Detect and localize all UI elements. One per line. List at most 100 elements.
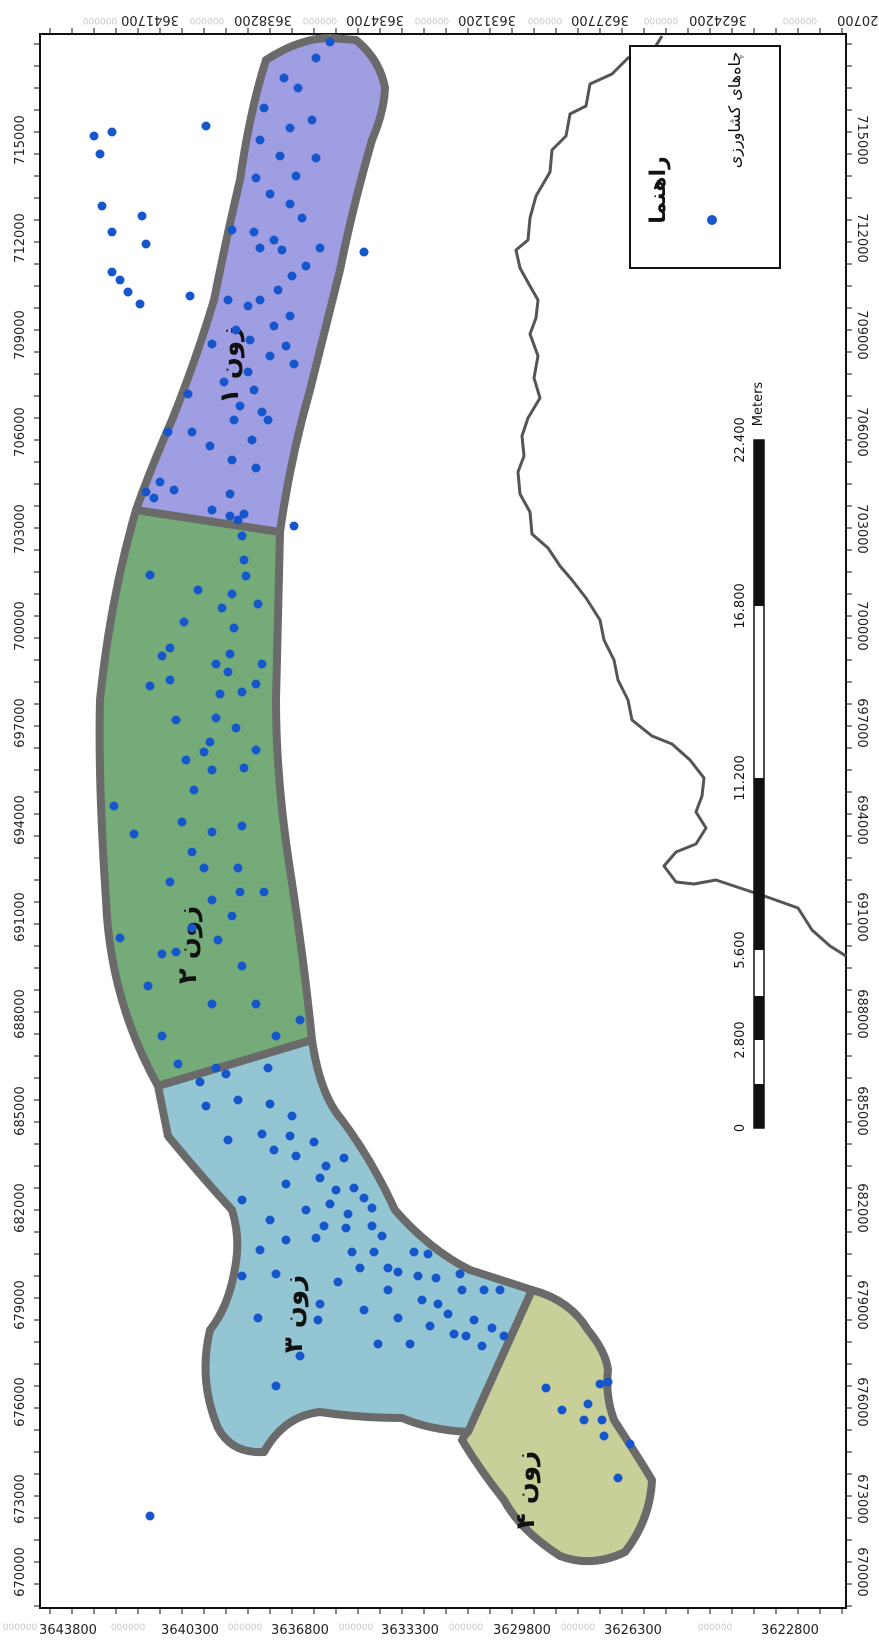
- ghost-tick-label: 000000: [698, 1623, 733, 1633]
- well-point: [223, 667, 233, 677]
- well-point: [215, 689, 225, 699]
- well-point: [259, 103, 269, 113]
- well-point: [235, 401, 245, 411]
- well-point: [359, 1193, 369, 1203]
- well-point: [289, 359, 299, 369]
- top-tick-label: 3620700: [837, 12, 879, 27]
- well-point: [241, 571, 251, 581]
- well-point: [129, 829, 139, 839]
- well-point: [135, 299, 145, 309]
- well-point: [187, 427, 197, 437]
- well-point: [331, 1185, 341, 1195]
- well-point: [227, 455, 237, 465]
- well-point: [169, 485, 179, 495]
- well-point: [311, 153, 321, 163]
- scale-bar-segment: [754, 1084, 764, 1128]
- well-point: [157, 651, 167, 661]
- well-point: [237, 687, 247, 697]
- well-point: [243, 301, 253, 311]
- scale-label: 11.200: [733, 755, 748, 801]
- well-point: [251, 999, 261, 1009]
- well-point: [423, 1249, 433, 1259]
- well-point: [237, 961, 247, 971]
- well-point: [199, 863, 209, 873]
- well-point: [173, 1059, 183, 1069]
- frame-ticks: [34, 28, 852, 1614]
- well-point: [359, 1305, 369, 1315]
- well-point: [343, 1209, 353, 1219]
- bottom-tick-label: 3636800: [271, 1623, 329, 1638]
- zone-4-polygon: [458, 1286, 656, 1566]
- well-point: [157, 949, 167, 959]
- legend-well-symbol: [707, 215, 717, 225]
- well-point: [251, 463, 261, 473]
- scale-label: 16.800: [733, 583, 748, 629]
- well-point: [207, 895, 217, 905]
- well-point: [275, 151, 285, 161]
- well-point: [249, 227, 259, 237]
- well-point: [207, 339, 217, 349]
- bottom-tick-label: 3643800: [39, 1623, 97, 1638]
- well-point: [273, 285, 283, 295]
- left-tick-label: 706000: [13, 407, 28, 457]
- well-point: [271, 1031, 281, 1041]
- left-tick-label: 688000: [13, 989, 28, 1039]
- well-point: [271, 1381, 281, 1391]
- zone-2-label: زون ۲: [173, 906, 203, 984]
- well-point: [325, 37, 335, 47]
- well-point: [457, 1285, 467, 1295]
- well-point: [171, 947, 181, 957]
- well-point: [253, 1313, 263, 1323]
- left-tick-label: 679000: [13, 1280, 28, 1330]
- well-point: [291, 171, 301, 181]
- top-tick-label: 3627700: [571, 12, 629, 27]
- well-point: [367, 1203, 377, 1213]
- left-tick-label: 682000: [13, 1183, 28, 1233]
- well-point: [207, 999, 217, 1009]
- well-point: [183, 389, 193, 399]
- well-point: [255, 135, 265, 145]
- scale-label: 22.400: [733, 417, 748, 463]
- well-point: [339, 1153, 349, 1163]
- well-point: [229, 623, 239, 633]
- well-point: [301, 261, 311, 271]
- well-point: [211, 659, 221, 669]
- region-boundary-line: [514, 35, 847, 958]
- legend-box: [629, 45, 781, 269]
- well-point: [233, 1095, 243, 1105]
- well-point: [355, 1263, 365, 1273]
- well-point: [201, 1101, 211, 1111]
- well-point: [417, 1295, 427, 1305]
- well-point: [97, 201, 107, 211]
- left-tick-label: 703000: [13, 504, 28, 554]
- well-point: [263, 1063, 273, 1073]
- well-point: [237, 531, 247, 541]
- bottom-tick-label: 3640300: [161, 1623, 219, 1638]
- scale-bar: 0 2.800 5.600 11.200 16.800 22.400 Meter…: [733, 382, 766, 1133]
- well-point: [257, 407, 267, 417]
- well-point: [319, 1221, 329, 1231]
- right-tick-label: 697000: [854, 698, 869, 748]
- well-point: [321, 1161, 331, 1171]
- right-tick-label: 682000: [854, 1183, 869, 1233]
- well-point: [499, 1331, 509, 1341]
- well-point: [227, 911, 237, 921]
- well-point: [193, 585, 203, 595]
- well-point: [233, 515, 243, 525]
- well-point: [157, 1031, 167, 1041]
- well-point: [171, 715, 181, 725]
- ghost-tick-label: 000000: [561, 1623, 596, 1633]
- scale-label: 2.800: [733, 1021, 748, 1058]
- well-point: [307, 115, 317, 125]
- right-tick-label: 709000: [854, 310, 869, 360]
- well-point: [431, 1273, 441, 1283]
- right-tick-label: 715000: [854, 115, 869, 165]
- well-point: [461, 1331, 471, 1341]
- well-point: [279, 73, 289, 83]
- well-point: [213, 935, 223, 945]
- zone-2-polygon: [95, 506, 316, 1090]
- ghost-tick-label: 000000: [83, 15, 118, 25]
- zone-1-label: زون ۱: [215, 326, 245, 404]
- well-point: [137, 211, 147, 221]
- well-point: [377, 1231, 387, 1241]
